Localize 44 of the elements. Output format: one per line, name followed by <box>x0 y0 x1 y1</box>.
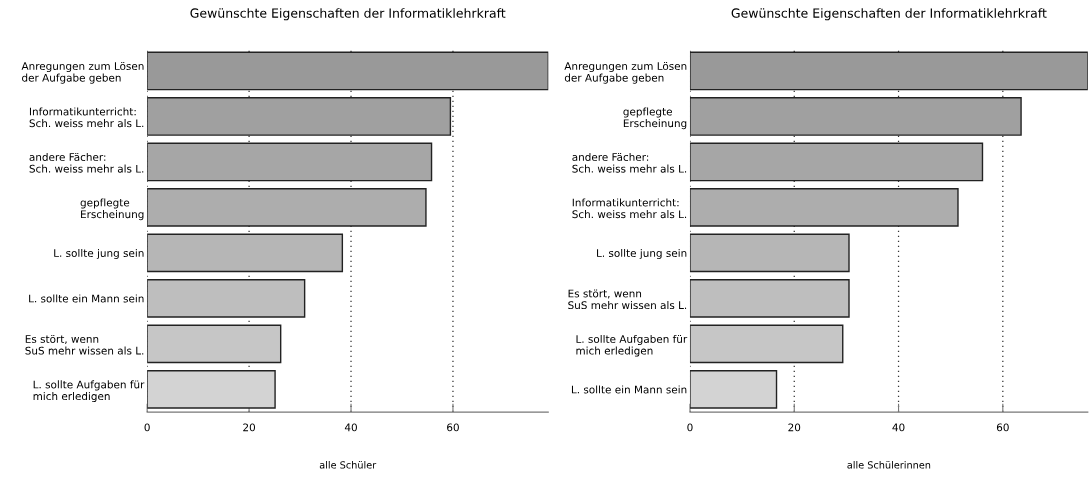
chart-title: Gewünschte Eigenschaften der Informatiklehrkraft <box>731 8 1047 21</box>
bar <box>689 142 984 182</box>
bar <box>147 97 452 136</box>
bar <box>689 233 850 273</box>
y-tick-label: L. sollte ein Mann sein <box>29 294 144 303</box>
y-tick-label: L. sollte Aufgaben für mich erledigen <box>33 380 145 403</box>
x-tick-label: 0 <box>144 423 150 432</box>
x-tick-label: 0 <box>687 423 693 432</box>
bar <box>689 279 850 318</box>
x-axis-title: alle Schülerinnen <box>847 461 931 469</box>
bar <box>147 370 276 409</box>
y-tick-label: Anregungen zum Lösen der Aufgabe geben <box>21 61 144 84</box>
y-tick-label: Es stört, wenn SuS mehr wissen als L. <box>25 334 144 355</box>
bar <box>689 51 1088 91</box>
bar <box>689 97 1022 136</box>
y-tick-label: andere Fächer: Sch. weiss mehr als L. <box>572 152 687 173</box>
y-tick-label: Es stört, wenn SuS mehr wissen als L. <box>568 289 687 310</box>
y-tick-label: Informatikunterricht: Sch. weiss mehr als L. <box>29 107 144 128</box>
x-tick-label: 20 <box>788 423 801 432</box>
x-tick-label: 60 <box>996 423 1009 432</box>
y-tick-label: gepflegte Erscheinung <box>80 198 144 221</box>
y-tick-label: Anregungen zum Lösen der Aufgabe geben <box>564 61 687 84</box>
y-tick-label: L. sollte ein Mann sein <box>571 385 687 394</box>
bar <box>689 370 778 409</box>
y-tick-label: Informatikunterricht: Sch. weiss mehr als L. <box>572 198 687 219</box>
y-tick-label: gepflegte Erscheinung <box>623 107 687 130</box>
x-tick-label: 20 <box>243 423 256 432</box>
x-tick-label: 40 <box>344 423 357 432</box>
y-tick-label: andere Fächer: Sch. weiss mehr als L. <box>29 152 144 173</box>
bar <box>147 233 344 273</box>
bar <box>147 51 549 91</box>
bar <box>147 324 282 364</box>
bar <box>689 324 844 364</box>
x-axis-title: alle Schüler <box>319 461 377 469</box>
y-tick-label: L. sollte jung sein <box>54 248 144 260</box>
y-tick-label: L. sollte jung sein <box>597 248 687 260</box>
bar <box>147 279 306 318</box>
bar <box>689 188 959 227</box>
bar <box>147 188 427 227</box>
x-tick-label: 40 <box>892 423 905 432</box>
chart-title: Gewünschte Eigenschaften der Informatiklehrkraft <box>190 8 506 21</box>
y-tick-label: L. sollte Aufgaben für mich erledigen <box>576 334 688 357</box>
bar <box>147 142 433 182</box>
x-tick-label: 60 <box>447 423 459 432</box>
